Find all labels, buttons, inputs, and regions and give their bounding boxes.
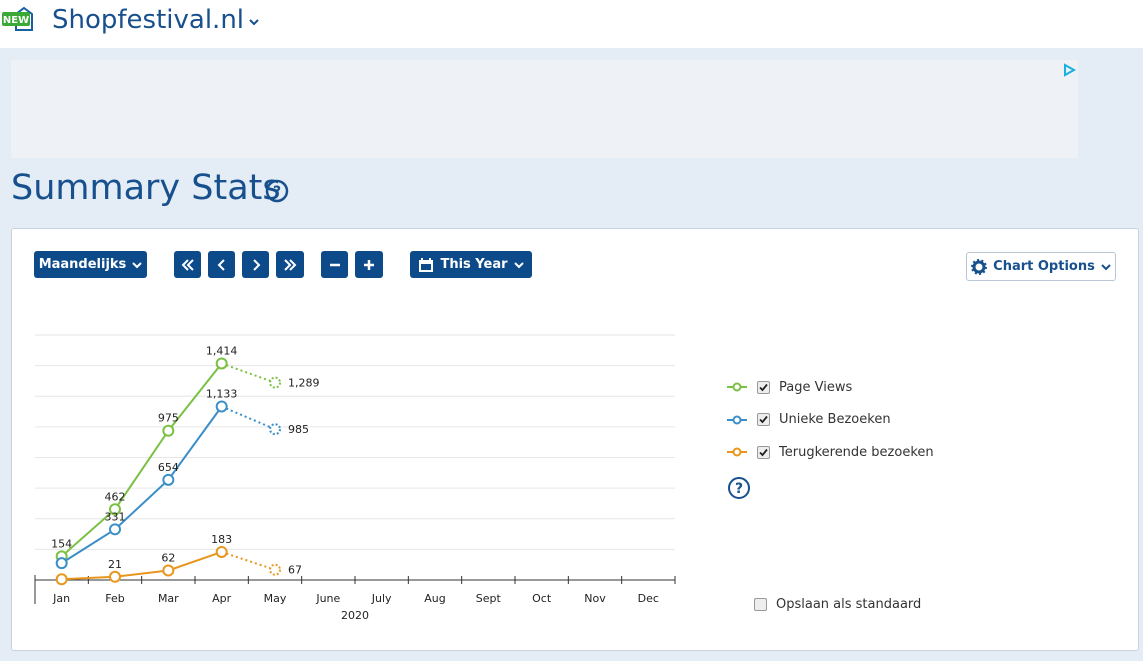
- prev-button[interactable]: [208, 251, 235, 278]
- marker: [215, 357, 228, 370]
- data-label: 331: [105, 510, 126, 523]
- logo: NEW: [2, 6, 33, 31]
- x-tick-label: June: [315, 592, 340, 605]
- site-name[interactable]: Shopfestival.nl: [52, 5, 245, 35]
- badge: NEW: [3, 15, 29, 26]
- options-label: Chart Options: [993, 259, 1095, 274]
- range-label: This Year: [440, 257, 508, 272]
- save-default-label: Opslaan als standaard: [776, 596, 922, 612]
- legend-swatch: [727, 415, 747, 424]
- x-tick-label: Sept: [476, 592, 502, 605]
- chevron: [249, 19, 259, 26]
- data-label: 154: [51, 537, 72, 550]
- period-label: Maandelijks: [38, 257, 127, 272]
- legend-item[interactable]: Terugkerende bezoeken: [727, 442, 934, 462]
- data-label: 462: [105, 490, 126, 503]
- marker: [162, 473, 175, 486]
- marker: [269, 376, 281, 389]
- first-button[interactable]: [174, 251, 201, 278]
- data-label: 1,289: [288, 377, 320, 390]
- data-label: 985: [288, 423, 309, 436]
- x-tick-label: Dec: [638, 592, 659, 605]
- projected-line: [221, 551, 276, 571]
- marker: [269, 563, 281, 576]
- data-label: 62: [161, 552, 175, 565]
- line: [61, 405, 223, 565]
- line: [61, 362, 223, 558]
- page-title: Summary Stats: [11, 168, 281, 208]
- x-tick-label: Oct: [532, 592, 552, 605]
- ad-area: [11, 60, 1078, 158]
- x-tick-label: Apr: [212, 592, 232, 605]
- data-label: 654: [158, 461, 179, 474]
- zoom-out-button[interactable]: [321, 251, 348, 278]
- svg-text:?: ?: [735, 481, 743, 497]
- help-icon[interactable]: ?: [264, 178, 290, 204]
- legend-label: Page Views: [779, 379, 853, 395]
- x-tick-label: May: [264, 592, 287, 605]
- checkbox[interactable]: [754, 597, 767, 611]
- marker: [109, 503, 121, 516]
- marker: [215, 400, 228, 413]
- projected-line: [221, 405, 276, 431]
- marker: [269, 423, 281, 436]
- data-label: 975: [158, 412, 179, 425]
- checkbox[interactable]: [757, 380, 770, 394]
- x-tick-label: Jan: [52, 592, 70, 605]
- legend-label: Unieke Bezoeken: [779, 412, 891, 427]
- data-label: 67: [288, 564, 302, 577]
- data-label: 21: [108, 558, 122, 571]
- checkbox[interactable]: [757, 413, 770, 426]
- marker: [55, 557, 68, 570]
- marker: [109, 570, 121, 583]
- data-label: 183: [211, 533, 232, 546]
- projected-line: [221, 362, 276, 384]
- period-button[interactable]: Maandelijks: [34, 251, 147, 278]
- x-tick-label: Nov: [584, 592, 606, 605]
- legend-help[interactable]: ?: [727, 476, 751, 500]
- x-axis-label: 2020: [341, 609, 369, 622]
- chart-options-button[interactable]: Chart Options: [966, 252, 1116, 281]
- legend-swatch: [727, 447, 747, 457]
- x-tick-label: Aug: [424, 592, 445, 605]
- zoom-in-button[interactable]: [355, 251, 383, 278]
- save-default[interactable]: Opslaan als standaard: [744, 594, 921, 614]
- marker: [215, 545, 228, 558]
- checkbox[interactable]: [757, 445, 770, 459]
- ad-icon[interactable]: [1061, 62, 1077, 78]
- svg-text:?: ?: [273, 184, 281, 200]
- marker: [55, 573, 68, 586]
- data-label: 1,414: [206, 344, 238, 357]
- line: [61, 551, 222, 581]
- marker: [162, 424, 175, 437]
- last-button[interactable]: [276, 251, 304, 278]
- marker: [162, 564, 175, 577]
- legend-item[interactable]: Page Views: [727, 377, 852, 397]
- data-label: 1,133: [206, 388, 238, 401]
- legend-label: Terugkerende bezoeken: [779, 444, 934, 460]
- legend-swatch: [727, 382, 747, 392]
- marker: [109, 523, 121, 536]
- header: NEW Shopfestival.nl: [0, 0, 1143, 48]
- range-button[interactable]: This Year: [410, 251, 532, 278]
- x-tick-label: Feb: [105, 592, 124, 605]
- legend-item[interactable]: Unieke Bezoeken: [727, 410, 891, 430]
- x-tick-label: July: [371, 592, 392, 605]
- x-tick-label: Mar: [158, 592, 179, 605]
- next-button[interactable]: [242, 251, 269, 278]
